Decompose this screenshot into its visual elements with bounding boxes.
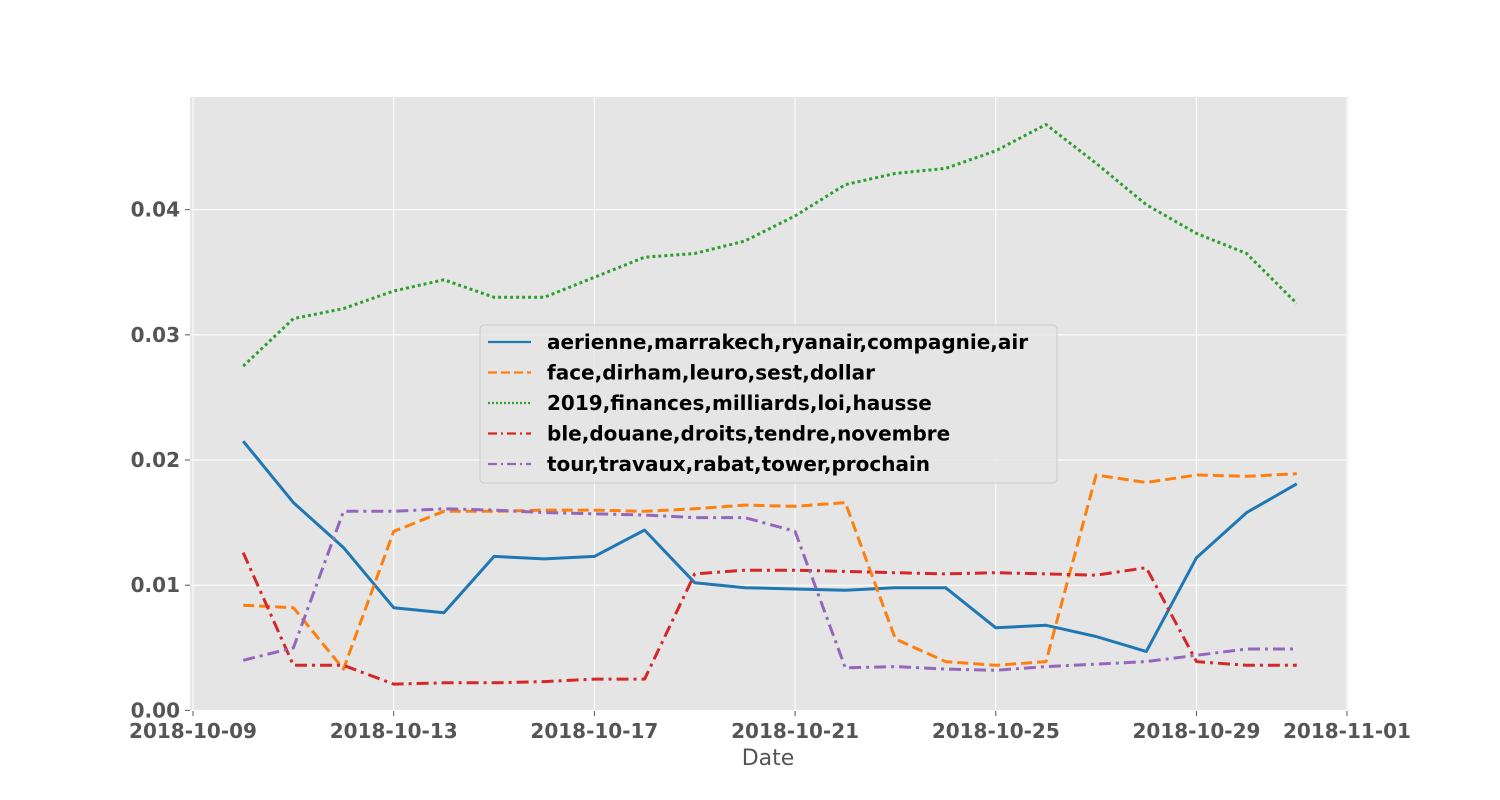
legend-label: aerienne,marrakech,ryanair,compagnie,air [547, 330, 1028, 354]
legend-label: tour,travaux,rabat,tower,prochain [547, 452, 930, 476]
y-tick-label: 0.03 [131, 323, 180, 347]
legend: aerienne,marrakech,ryanair,compagnie,air… [479, 324, 1058, 484]
x-axis-title: Date [742, 746, 795, 771]
legend-label: 2019,finances,milliards,loi,hausse [547, 391, 932, 415]
x-axis-ticks: 2018-10-09 2018-10-13 2018-10-17 2018-10-21… [129, 711, 1411, 743]
series-line-3 [242, 123, 1298, 368]
x-tick-label: 2018-10-09 [129, 719, 257, 743]
series-line-2 [243, 472, 1297, 671]
x-tick-label: 2018-11-01 [1283, 719, 1411, 743]
y-axis-ticks: 0.00 0.01 0.02 0.03 0.04 [131, 198, 190, 722]
y-tick-label: 0.00 [131, 698, 180, 722]
y-tick-label: 0.02 [131, 448, 180, 472]
x-tick-label: 2018-10-25 [932, 719, 1060, 743]
x-tick-label: 2018-10-17 [530, 719, 658, 743]
x-tick-label: 2018-10-29 [1133, 719, 1261, 743]
series-line-4 [241, 551, 1297, 686]
y-tick-label: 0.04 [131, 198, 180, 222]
series-lines [241, 123, 1298, 686]
y-tick-label: 0.01 [131, 573, 180, 597]
legend-box [479, 324, 1058, 484]
series-line-1 [242, 440, 1298, 653]
x-tick-label: 2018-10-13 [330, 719, 458, 743]
legend-label: ble,douane,droits,tendre,novembre [547, 422, 950, 446]
legend-label: face,dirham,leuro,sest,dollar [547, 361, 875, 385]
x-tick-label: 2018-10-21 [731, 719, 859, 743]
